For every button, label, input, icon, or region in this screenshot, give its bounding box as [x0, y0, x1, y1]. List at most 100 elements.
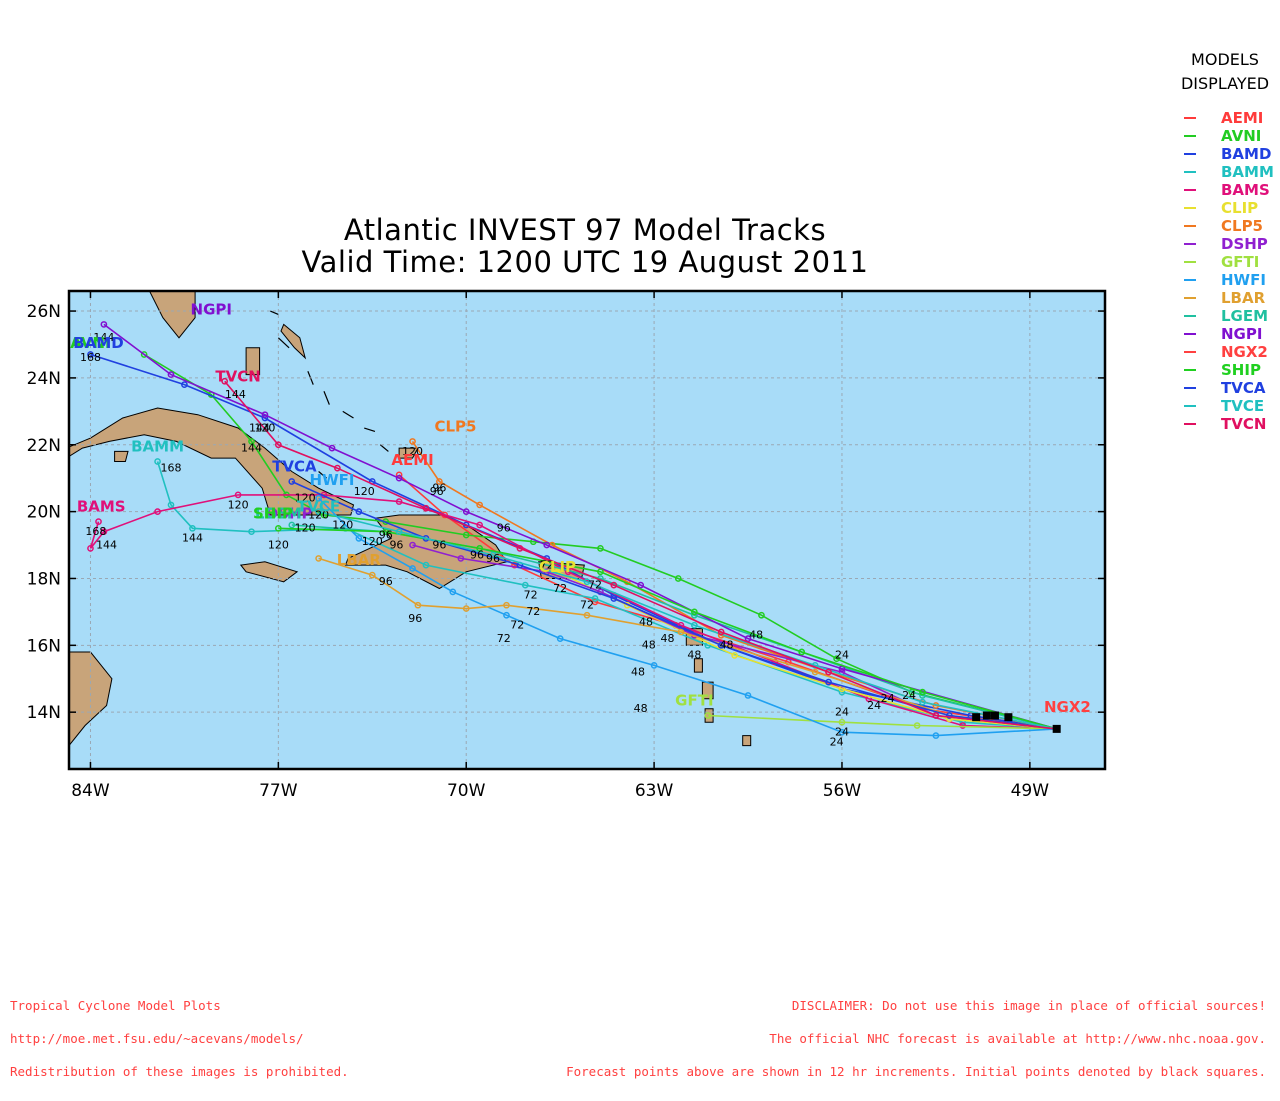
axes: 84W 77W 70W 63W 56W 49W 14N 16N 18N 20N 22N 24N 26N	[27, 291, 1105, 801]
track-point-hwfi	[650, 662, 658, 669]
initial-point-square	[1004, 713, 1013, 722]
legend-label: HWFI	[1221, 271, 1266, 289]
islet-0	[277, 337, 290, 349]
hour-label: 120	[332, 518, 353, 531]
hour-label: 48	[642, 639, 656, 652]
legend-item-bamm: BAMM	[1170, 163, 1280, 181]
chart-title: Atlantic INVEST 97 Model Tracks	[343, 213, 827, 247]
track-label-tvcn: TVCN	[215, 367, 260, 385]
x-tick-label: 70W	[447, 781, 486, 801]
track-point-avni	[283, 491, 290, 499]
chart-root: Atlantic INVEST 97 Model Tracks Valid Ti…	[10, 50, 1280, 1078]
hour-label: 72	[540, 558, 554, 571]
track-point-lgem	[476, 545, 483, 552]
legend-item-avni: AVNI	[1170, 127, 1280, 145]
legend-item-clip: CLIP	[1170, 199, 1280, 217]
track-point-tvce	[395, 528, 403, 536]
hour-label: 48	[687, 649, 701, 662]
hour-label: 72	[524, 589, 538, 602]
track-label-bamd: BAMD	[73, 334, 123, 352]
track-point-dshp	[597, 588, 604, 596]
track-point-ngpi	[462, 508, 470, 515]
legend-label: CLIP	[1221, 199, 1259, 217]
legend-item-clp5: CLP5	[1170, 217, 1280, 235]
hour-label: 96	[470, 548, 484, 561]
track-point-clip	[945, 715, 953, 723]
track-point-tvcn	[610, 581, 618, 589]
islet-5	[379, 444, 389, 452]
legend-heading-1: MODELS	[1191, 50, 1259, 69]
track-point-avni	[140, 351, 148, 358]
track-point-ngpi	[100, 321, 108, 328]
islet-6	[270, 310, 279, 315]
track-bamm	[156, 461, 1057, 730]
track-label-ngpi: NGPI	[191, 300, 232, 318]
track-label-ngx2: NGX2	[1044, 698, 1091, 716]
hour-label: 48	[720, 639, 734, 652]
track-point-lbar	[368, 571, 376, 579]
track-point-tvcn	[422, 504, 430, 512]
track-point-ship	[597, 568, 604, 576]
hour-label: 120	[228, 498, 249, 511]
footer-right-line-2: The official NHC forecast is available a…	[769, 1031, 1266, 1046]
track-point-clip	[838, 685, 846, 693]
track-point-bamd	[87, 351, 94, 358]
hour-label: 48	[661, 632, 675, 645]
track-point-ship	[798, 648, 806, 656]
land-martinique	[701, 681, 714, 700]
track-label-lbar: LBAR	[337, 551, 382, 569]
legend-item-lgem: LGEM	[1170, 307, 1280, 325]
hour-label: 24	[835, 706, 849, 719]
track-point-lgem	[691, 611, 698, 619]
initial-point-square	[972, 713, 981, 722]
track-point-avni	[833, 655, 840, 663]
y-tick-label: 18N	[27, 569, 61, 589]
track-point-hwfi	[744, 692, 752, 699]
track-point-tvca	[717, 641, 725, 649]
track-point-avni	[908, 688, 916, 696]
legend-swatch	[1184, 261, 1196, 263]
track-point-tvca	[945, 712, 953, 719]
track-point-bams	[154, 508, 161, 515]
y-tick-label: 16N	[27, 636, 61, 656]
ocean-background	[69, 291, 1105, 769]
track-point-bamd	[610, 591, 618, 599]
land-isle-of-youth	[114, 450, 129, 462]
track-point-ngpi	[328, 444, 336, 452]
footer-left-line-2: http://moe.met.fsu.edu/~acevans/models/	[10, 1031, 304, 1046]
legend-label: BAMM	[1221, 163, 1274, 181]
hour-label: 96	[379, 575, 393, 588]
hour-label: 120	[362, 535, 383, 548]
track-point-tvce	[919, 698, 926, 706]
hour-label: 144	[93, 331, 114, 344]
track-point-dshp	[691, 631, 698, 639]
hour-label: 144	[249, 421, 270, 434]
track-point-gfti	[913, 722, 921, 729]
land-central-america	[69, 651, 113, 747]
track-point-hwfi	[355, 535, 363, 542]
track-point-lbar	[945, 712, 953, 719]
track-label-aemi: AEMI	[391, 451, 433, 469]
legend-swatch	[1184, 369, 1196, 371]
track-ngpi	[103, 323, 1057, 730]
y-tick-label: 24N	[27, 369, 61, 389]
track-point-clp5	[623, 578, 631, 586]
track-point-bamd	[717, 641, 725, 649]
land-st-lucia	[704, 708, 714, 723]
track-point-tvca	[610, 595, 618, 602]
track-point-tvcn	[516, 545, 524, 552]
chart-subtitle: Valid Time: 1200 UTC 19 August 2011	[301, 245, 869, 279]
track-point-avni	[382, 518, 390, 525]
hour-label: 72	[580, 599, 594, 612]
track-point-tvcn	[274, 441, 282, 449]
track-label-gfti: GFTI	[675, 691, 713, 709]
hour-label: 24	[881, 692, 895, 705]
track-point-ngpi	[167, 371, 175, 378]
hour-label: 168	[160, 462, 181, 475]
track-point-bamm	[422, 561, 430, 569]
footer-right-line-3: Forecast points above are shown in 12 hr…	[566, 1064, 1266, 1079]
track-point-dshp	[932, 712, 940, 719]
legend-label: LGEM	[1221, 307, 1269, 325]
legend-swatch	[1184, 189, 1196, 191]
